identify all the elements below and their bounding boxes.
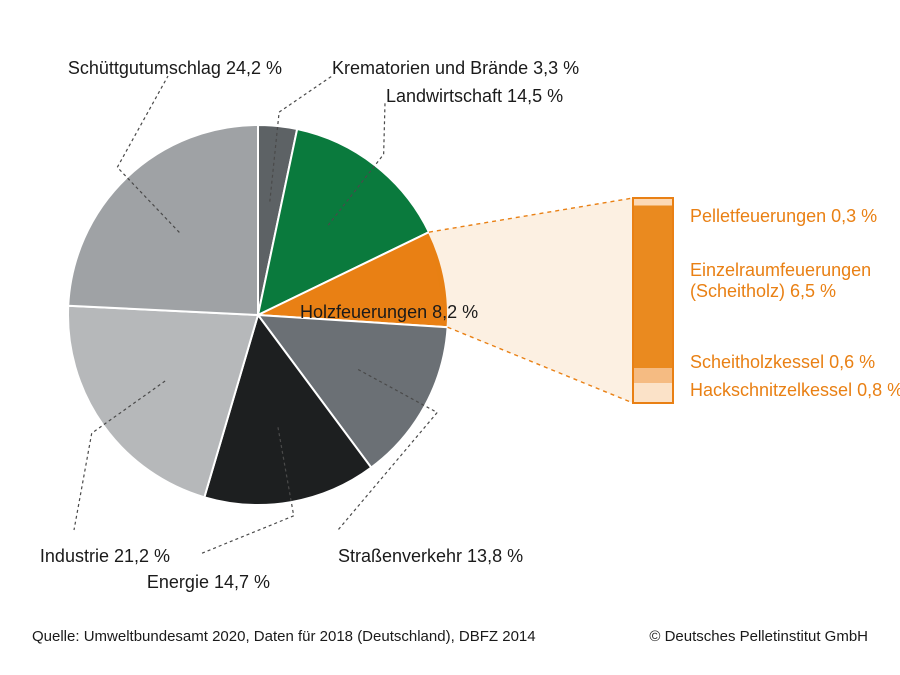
detail-label: Scheitholzkessel 0,6 %: [690, 352, 875, 373]
chart-stage: Quelle: Umweltbundesamt 2020, Daten für …: [0, 0, 900, 675]
pie-label: Holzfeuerungen 8,2 %: [300, 302, 478, 323]
pie-label: Industrie 21,2 %: [40, 546, 170, 567]
pie-slice: [68, 125, 258, 315]
pie-label: Landwirtschaft 14,5 %: [386, 86, 563, 107]
pie-label: Krematorien und Brände 3,3 %: [332, 58, 579, 79]
detail-segment: [633, 198, 673, 206]
detail-label: Einzelraumfeuerungen(Scheitholz) 6,5 %: [690, 260, 871, 302]
pie-label: Energie 14,7 %: [147, 572, 270, 593]
detail-fan: [429, 198, 633, 403]
detail-label: Hackschnitzelkessel 0,8 %: [690, 380, 900, 401]
detail-segment: [633, 206, 673, 369]
pie-label: Straßenverkehr 13,8 %: [338, 546, 523, 567]
copyright-text: © Deutsches Pelletinstitut GmbH: [649, 628, 868, 645]
detail-label: Pelletfeuerungen 0,3 %: [690, 206, 877, 227]
detail-segment: [633, 368, 673, 383]
detail-segment: [633, 383, 673, 403]
source-text: Quelle: Umweltbundesamt 2020, Daten für …: [32, 628, 536, 645]
pie-label: Schüttgutumschlag 24,2 %: [68, 58, 282, 79]
